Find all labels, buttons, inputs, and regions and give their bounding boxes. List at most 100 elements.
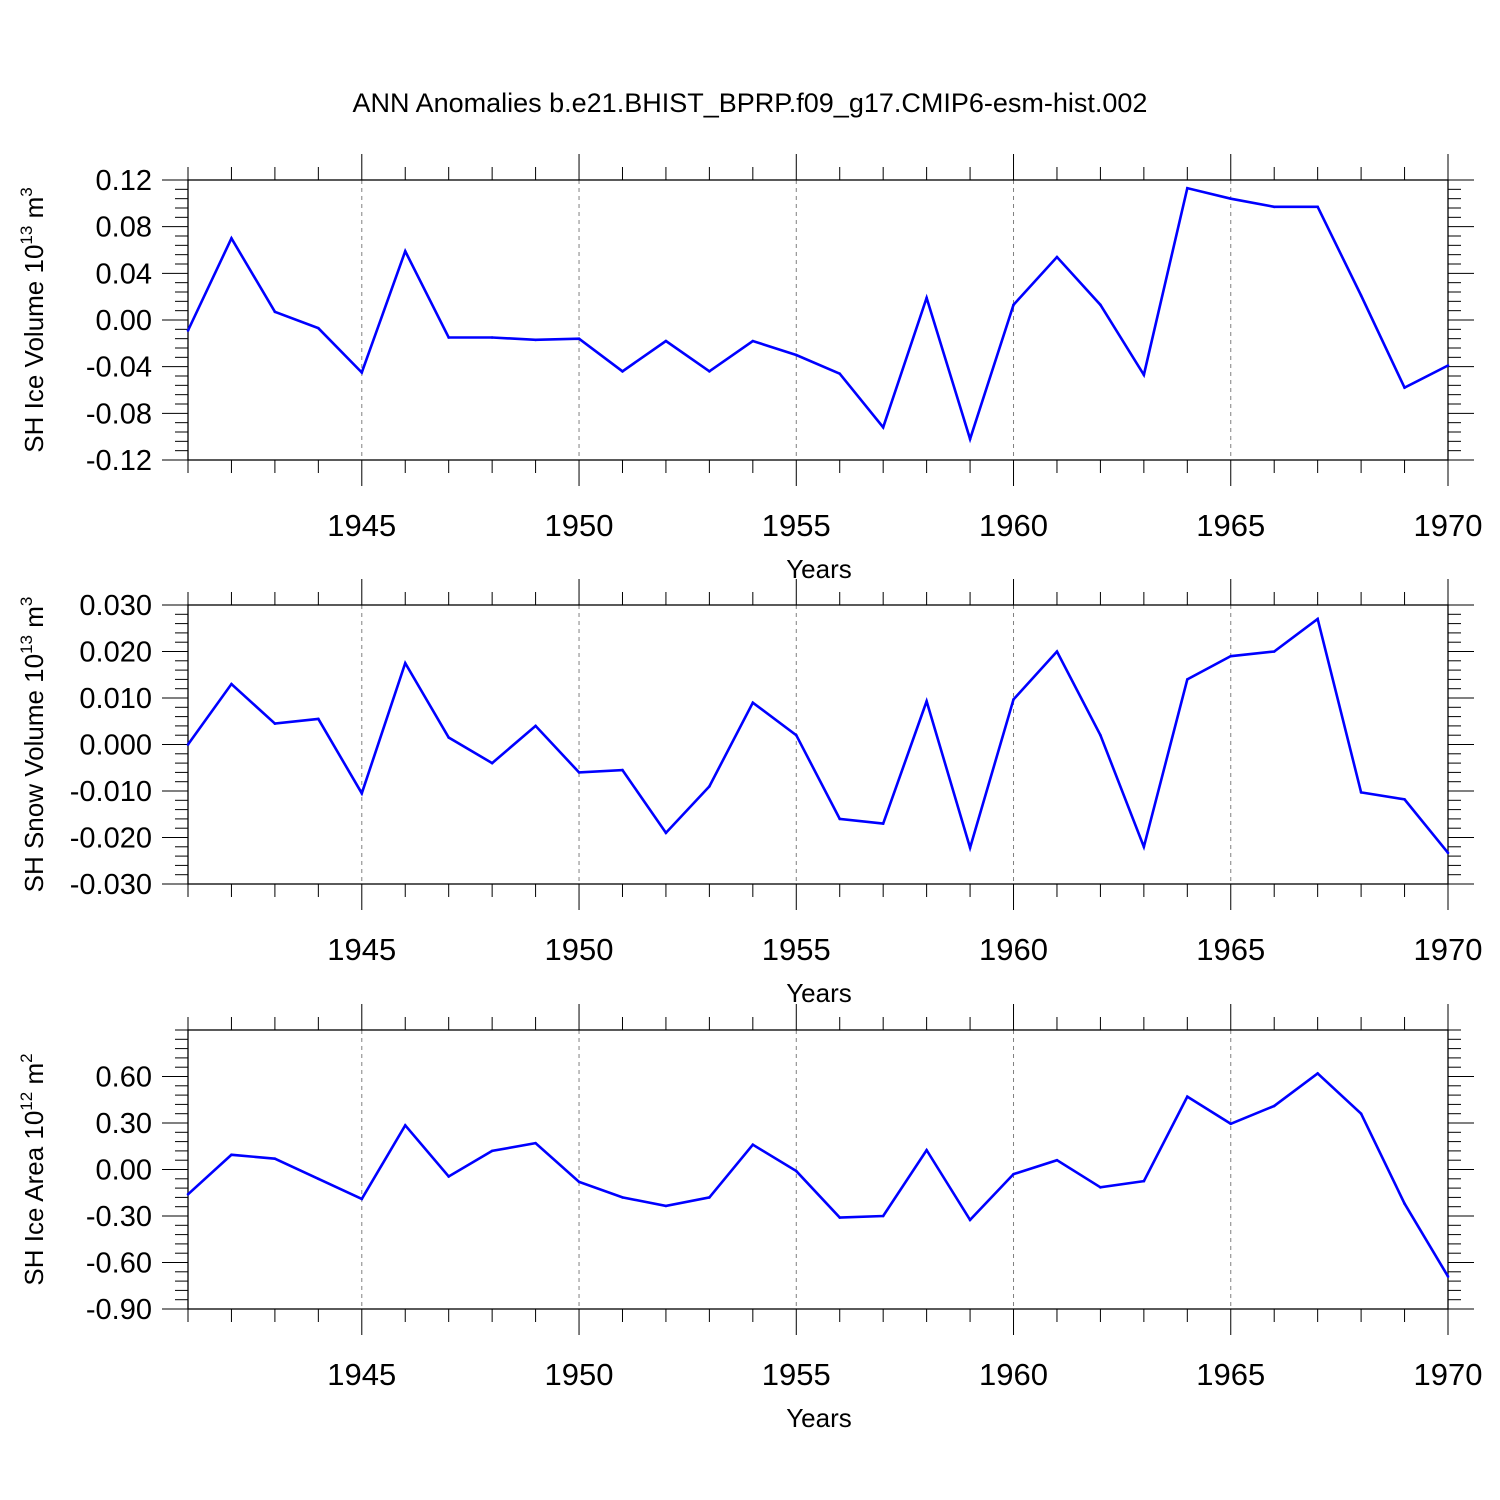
y-tick-label: -0.030 <box>70 869 152 901</box>
y-tick-label: -0.90 <box>86 1294 152 1326</box>
data-point <box>968 846 972 850</box>
data-point <box>490 336 494 339</box>
data-point <box>534 1141 537 1145</box>
data-point <box>1272 650 1276 653</box>
data-point <box>751 1143 755 1146</box>
data-point <box>447 736 450 739</box>
data-point <box>838 372 842 375</box>
data-point <box>1055 255 1059 259</box>
data-point <box>1359 294 1363 297</box>
data-point <box>317 717 320 721</box>
data-point <box>1142 845 1146 849</box>
data-point <box>664 831 668 835</box>
y-tick-label: -0.020 <box>70 823 152 855</box>
y-tick-label: 0.000 <box>79 730 152 762</box>
data-point <box>360 792 364 795</box>
data-point <box>1186 186 1189 190</box>
data-point <box>1403 386 1406 389</box>
data-point <box>577 771 581 774</box>
data-point <box>621 370 624 373</box>
data-point <box>881 822 885 825</box>
data-point <box>1316 1072 1319 1075</box>
x-tick-label: 1970 <box>1414 932 1483 967</box>
data-point <box>490 1149 494 1153</box>
data-point <box>360 371 364 374</box>
data-point <box>360 1197 364 1201</box>
data-point <box>881 1214 885 1218</box>
x-tick-label: 1945 <box>327 508 396 543</box>
x-axis-label: Years <box>786 554 852 584</box>
data-point <box>925 1148 928 1152</box>
x-tick-label: 1945 <box>327 932 396 967</box>
x-tick-label: 1960 <box>979 508 1048 543</box>
data-point <box>230 682 233 686</box>
data-point <box>621 768 624 772</box>
data-point <box>1229 197 1233 200</box>
data-point <box>403 1124 407 1127</box>
x-tick-label: 1955 <box>762 932 831 967</box>
y-tick-label: -0.12 <box>86 445 152 477</box>
y-tick-label: 0.12 <box>96 165 152 197</box>
data-point <box>1229 654 1233 658</box>
x-axis-label: Years <box>786 978 852 1008</box>
plot-frame <box>187 1029 1449 1310</box>
data-point <box>1229 1122 1233 1126</box>
data-point <box>1142 1179 1146 1183</box>
data-point <box>1012 303 1015 307</box>
panel-1: -0.12 -0.08 -0.04 0.00 0.04 0.08 0.12 1945 1950 1… <box>17 154 1482 584</box>
data-point <box>1359 1112 1363 1115</box>
data-point <box>664 339 668 343</box>
data-point <box>664 1204 668 1208</box>
y-tick-label: -0.04 <box>86 352 152 384</box>
data-point <box>1186 678 1189 681</box>
data-point <box>751 339 755 343</box>
chart-title: ANN Anomalies b.e21.BHIST_BPRP.f09_g17.C… <box>352 88 1148 118</box>
data-point <box>186 329 190 332</box>
data-point <box>1099 303 1102 307</box>
x-tick-label: 1960 <box>979 1357 1048 1392</box>
y-tick-label: 0.00 <box>96 305 152 337</box>
data-point <box>621 1196 624 1199</box>
y-tick-label: 0.030 <box>79 590 152 622</box>
data-point <box>230 1153 233 1157</box>
data-point <box>925 296 928 300</box>
data-point <box>317 326 320 330</box>
data-point <box>447 1175 450 1178</box>
data-point <box>794 733 798 737</box>
series-line <box>186 616 1450 854</box>
x-tick-label: 1955 <box>762 1357 831 1392</box>
data-point <box>534 338 537 342</box>
data-point <box>1186 1095 1189 1098</box>
y-tick-label: -0.30 <box>86 1201 152 1233</box>
y-tick-label: 0.04 <box>96 258 152 290</box>
plot-frame <box>187 179 1449 461</box>
data-point <box>1316 205 1319 209</box>
data-point <box>1272 205 1276 209</box>
x-tick-label: 1970 <box>1414 508 1483 543</box>
y-tick-label: -0.010 <box>70 776 152 808</box>
x-axis-label: Years <box>786 1403 852 1433</box>
data-point <box>708 370 711 373</box>
data-point <box>186 1193 190 1196</box>
x-tick-label: 1965 <box>1196 932 1265 967</box>
data-point <box>708 1196 711 1199</box>
data-point <box>577 1180 581 1184</box>
data-point <box>1012 698 1015 701</box>
data-point <box>317 1177 320 1181</box>
data-point <box>403 249 407 253</box>
series-line <box>186 186 1449 444</box>
x-tick-label: 1950 <box>545 508 614 543</box>
data-point <box>838 817 842 821</box>
y-tick-label: 0.08 <box>96 212 152 244</box>
data-point <box>273 310 277 314</box>
data-point <box>881 426 885 429</box>
data-point <box>1272 1104 1276 1108</box>
data-point <box>968 1218 972 1222</box>
data-point <box>534 724 537 728</box>
data-point <box>230 237 233 240</box>
x-tick-label: 1965 <box>1196 508 1265 543</box>
data-point <box>1446 851 1450 855</box>
data-point <box>1446 1275 1450 1278</box>
data-point <box>1359 791 1363 794</box>
